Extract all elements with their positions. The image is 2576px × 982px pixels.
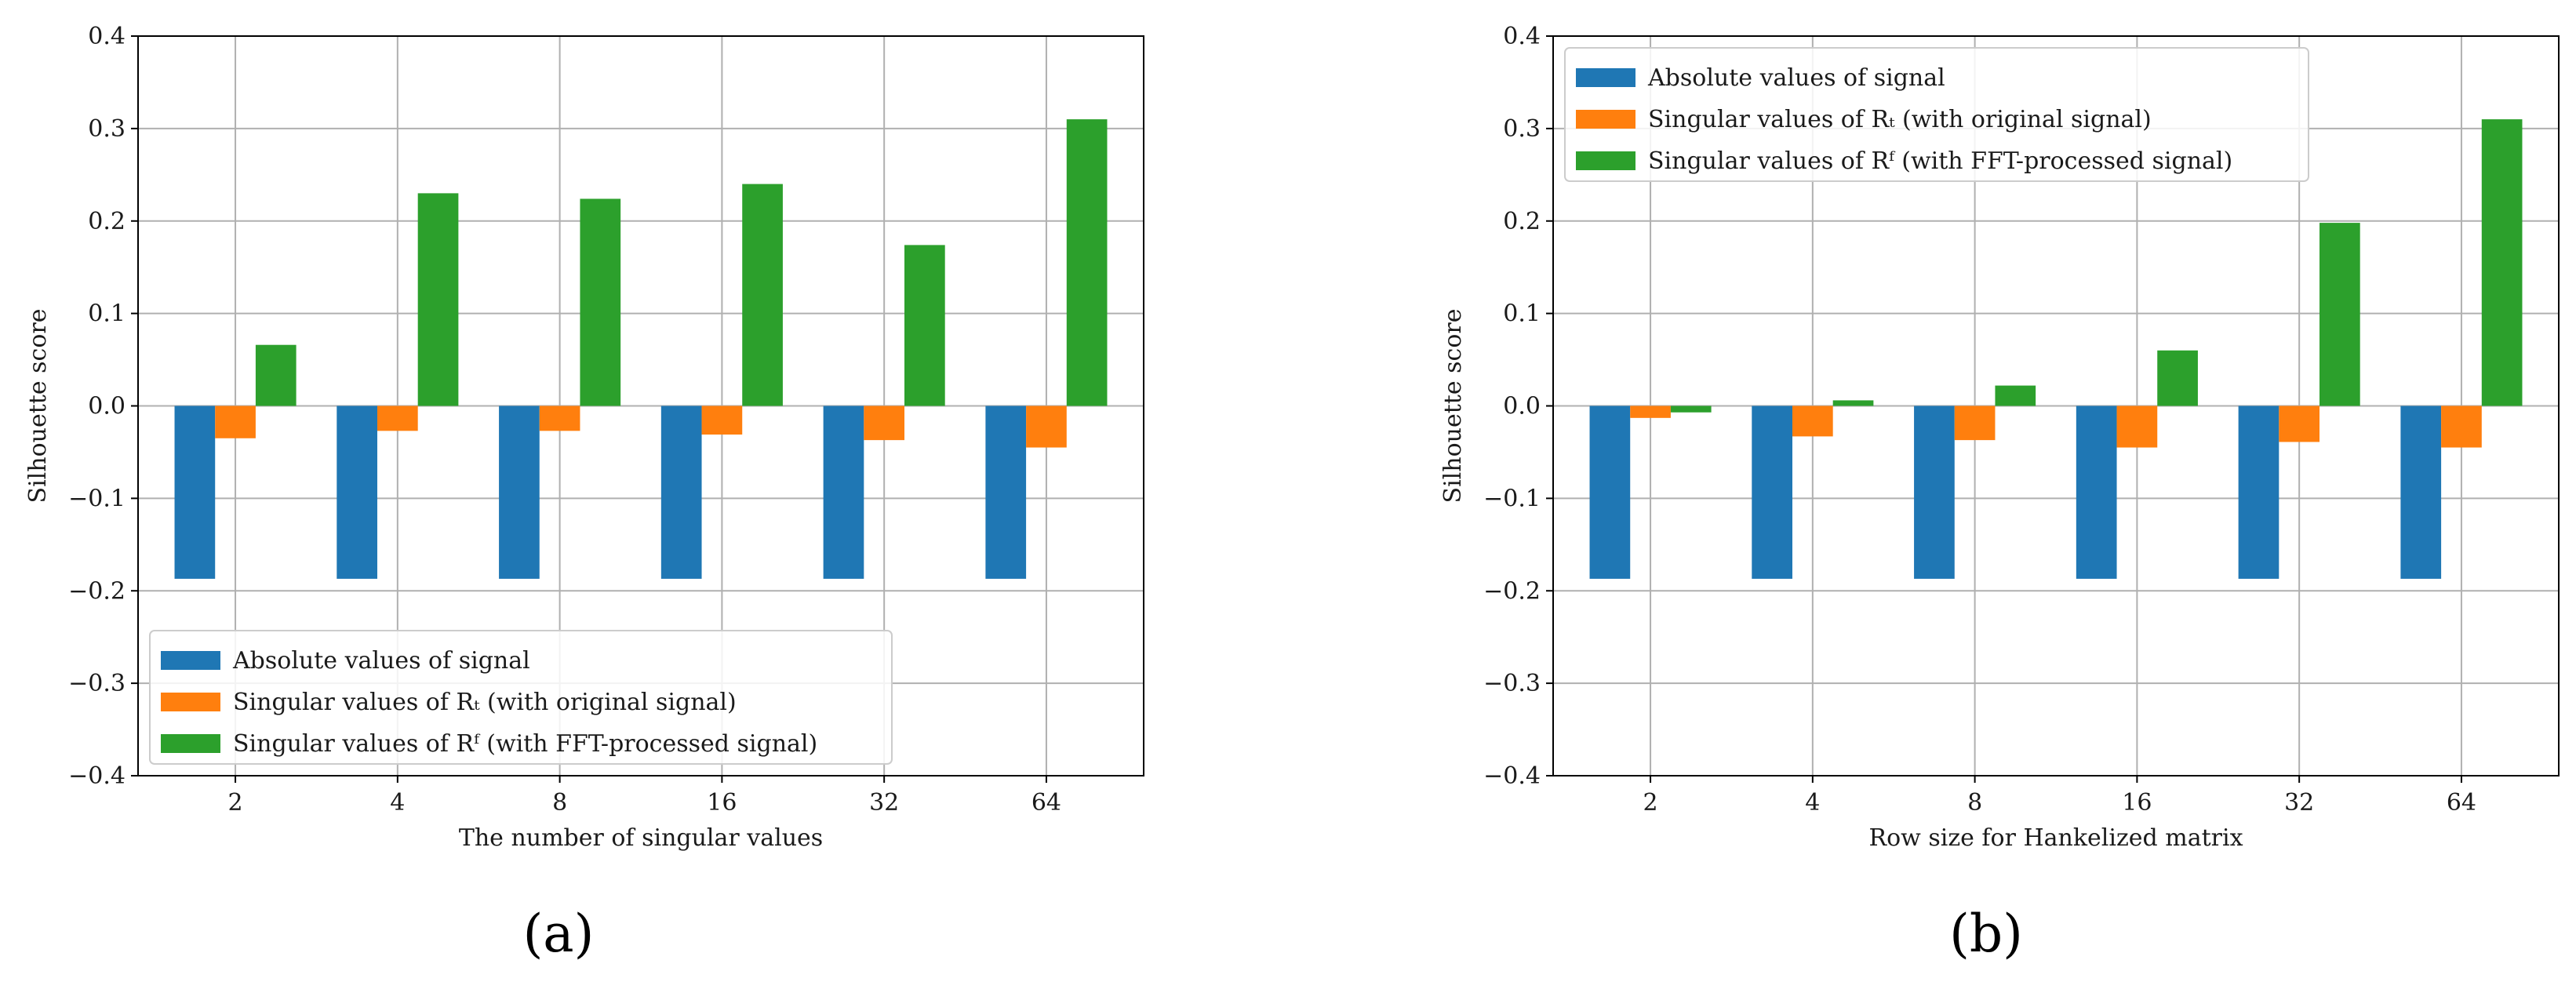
bar-16-series-2 bbox=[701, 406, 743, 435]
bar-16-series-1 bbox=[2076, 406, 2117, 579]
bar-2-series-1 bbox=[1589, 406, 1631, 579]
legend-box bbox=[149, 630, 893, 765]
x-axis-label: Row size for Hankelized matrix bbox=[1868, 824, 2243, 852]
y-tick-label: −0.3 bbox=[68, 670, 126, 697]
x-tick-label: 8 bbox=[1967, 789, 1982, 817]
x-tick-label: 32 bbox=[869, 789, 899, 817]
bar-8-series-3 bbox=[580, 198, 621, 406]
series-3 bbox=[1670, 119, 2523, 413]
bar-4-series-3 bbox=[417, 193, 459, 406]
bar-2-series-3 bbox=[1670, 406, 1712, 413]
bar-64-series-3 bbox=[1066, 119, 1108, 406]
bar-4-series-3 bbox=[1832, 400, 1874, 406]
x-tick-label: 2 bbox=[1643, 789, 1658, 817]
legend-label-3: Singular values of Rᶠ (with FFT-processe… bbox=[233, 730, 817, 758]
bar-32-series-3 bbox=[2319, 223, 2360, 406]
bar-16-series-3 bbox=[2157, 350, 2198, 406]
bar-32-series-2 bbox=[2279, 406, 2320, 442]
bar-64-series-2 bbox=[1026, 406, 1067, 448]
x-tick-label: 8 bbox=[552, 789, 567, 817]
bar-64-series-3 bbox=[2481, 119, 2523, 406]
legend: Absolute values of signal Singular values… bbox=[1564, 47, 2309, 182]
x-tick-label: 16 bbox=[2122, 789, 2152, 817]
legend-swatch-1 bbox=[1576, 68, 1635, 87]
bar-8-series-3 bbox=[1995, 385, 2036, 406]
panel-caption-a: (a) bbox=[523, 904, 595, 964]
bar-8-series-1 bbox=[499, 406, 540, 579]
legend-label-2: Singular values of Rₜ (with original sig… bbox=[233, 689, 737, 716]
chart-panel-b: −0.4 −0.3 −0.2 −0.1 0.0 0.1 0.2 0.3 0.4 2 4 8 16 32 64… bbox=[1439, 23, 2560, 852]
y-tick-label: 0.3 bbox=[88, 115, 126, 143]
bar-64-series-2 bbox=[2441, 406, 2482, 448]
y-tick-label: −0.4 bbox=[1483, 762, 1541, 790]
bar-2-series-2 bbox=[1630, 406, 1671, 418]
bar-8-series-2 bbox=[1954, 406, 1996, 441]
bar-16-series-3 bbox=[742, 184, 783, 406]
series-2 bbox=[1630, 406, 2482, 448]
panel-caption-b: (b) bbox=[1949, 904, 2023, 964]
y-tick-label: −0.1 bbox=[1483, 485, 1541, 512]
legend: Absolute values of signal Singular values… bbox=[149, 630, 893, 765]
series-2 bbox=[215, 406, 1067, 448]
legend-label-1: Absolute values of signal bbox=[1647, 64, 1945, 92]
bar-16-series-1 bbox=[660, 406, 702, 579]
x-tick-label: 4 bbox=[1805, 789, 1820, 817]
x-tick-label: 64 bbox=[1031, 789, 1061, 817]
series-1 bbox=[1589, 406, 2442, 579]
y-tick-label: 0.4 bbox=[88, 23, 126, 50]
bar-4-series-2 bbox=[377, 406, 418, 431]
bar-8-series-2 bbox=[539, 406, 580, 431]
legend-swatch-3 bbox=[1576, 151, 1635, 170]
bar-32-series-3 bbox=[904, 245, 945, 406]
bar-8-series-1 bbox=[1914, 406, 1955, 579]
y-tick-label: 0.2 bbox=[1503, 208, 1541, 235]
legend-label-3: Singular values of Rᶠ (with FFT-processe… bbox=[1648, 147, 2232, 175]
x-axis-label: The number of singular values bbox=[459, 824, 823, 852]
bar-32-series-2 bbox=[864, 406, 905, 441]
bar-64-series-1 bbox=[2400, 406, 2442, 579]
bar-32-series-1 bbox=[2238, 406, 2279, 579]
legend-swatch-1 bbox=[161, 651, 220, 670]
bar-4-series-1 bbox=[1752, 406, 1792, 579]
bar-4-series-1 bbox=[337, 406, 377, 579]
legend-box bbox=[1564, 47, 2309, 182]
legend-label-2: Singular values of Rₜ (with original sig… bbox=[1648, 106, 2152, 133]
bar-64-series-1 bbox=[985, 406, 1027, 579]
series-3 bbox=[255, 119, 1108, 406]
y-tick-label: 0.1 bbox=[1503, 300, 1541, 328]
legend-swatch-2 bbox=[1576, 110, 1635, 129]
y-tick-label: −0.2 bbox=[68, 577, 126, 605]
x-tick-label: 2 bbox=[228, 789, 243, 817]
bar-16-series-2 bbox=[2116, 406, 2158, 448]
y-tick-label: 0.1 bbox=[88, 300, 126, 328]
bar-2-series-2 bbox=[215, 406, 256, 438]
legend-label-1: Absolute values of signal bbox=[232, 647, 530, 675]
series-1 bbox=[174, 406, 1027, 579]
x-tick-label: 64 bbox=[2447, 789, 2476, 817]
bar-2-series-3 bbox=[255, 344, 297, 406]
y-tick-label: 0.2 bbox=[88, 208, 126, 235]
bar-4-series-2 bbox=[1792, 406, 1833, 437]
y-tick-label: −0.1 bbox=[68, 485, 126, 512]
y-tick-label: −0.3 bbox=[1483, 670, 1541, 697]
chart-panel-a: −0.4 −0.3 −0.2 −0.1 0.0 0.1 0.2 0.3 0.4 2 4 8 16 32 64… bbox=[24, 23, 1144, 852]
y-tick-label: −0.2 bbox=[1483, 577, 1541, 605]
y-tick-label: −0.4 bbox=[68, 762, 126, 790]
bar-32-series-1 bbox=[823, 406, 864, 579]
y-axis-label: Silhouette score bbox=[24, 309, 52, 504]
bar-2-series-1 bbox=[174, 406, 216, 579]
y-tick-label: 0.3 bbox=[1503, 115, 1541, 143]
y-tick-label: 0.0 bbox=[1503, 393, 1541, 420]
x-tick-label: 16 bbox=[707, 789, 737, 817]
y-tick-label: 0.4 bbox=[1503, 23, 1541, 50]
x-tick-label: 32 bbox=[2284, 789, 2314, 817]
legend-swatch-3 bbox=[161, 734, 220, 753]
legend-swatch-2 bbox=[161, 693, 220, 711]
y-axis-label: Silhouette score bbox=[1439, 309, 1467, 504]
y-tick-label: 0.0 bbox=[88, 393, 126, 420]
x-tick-label: 4 bbox=[390, 789, 405, 817]
